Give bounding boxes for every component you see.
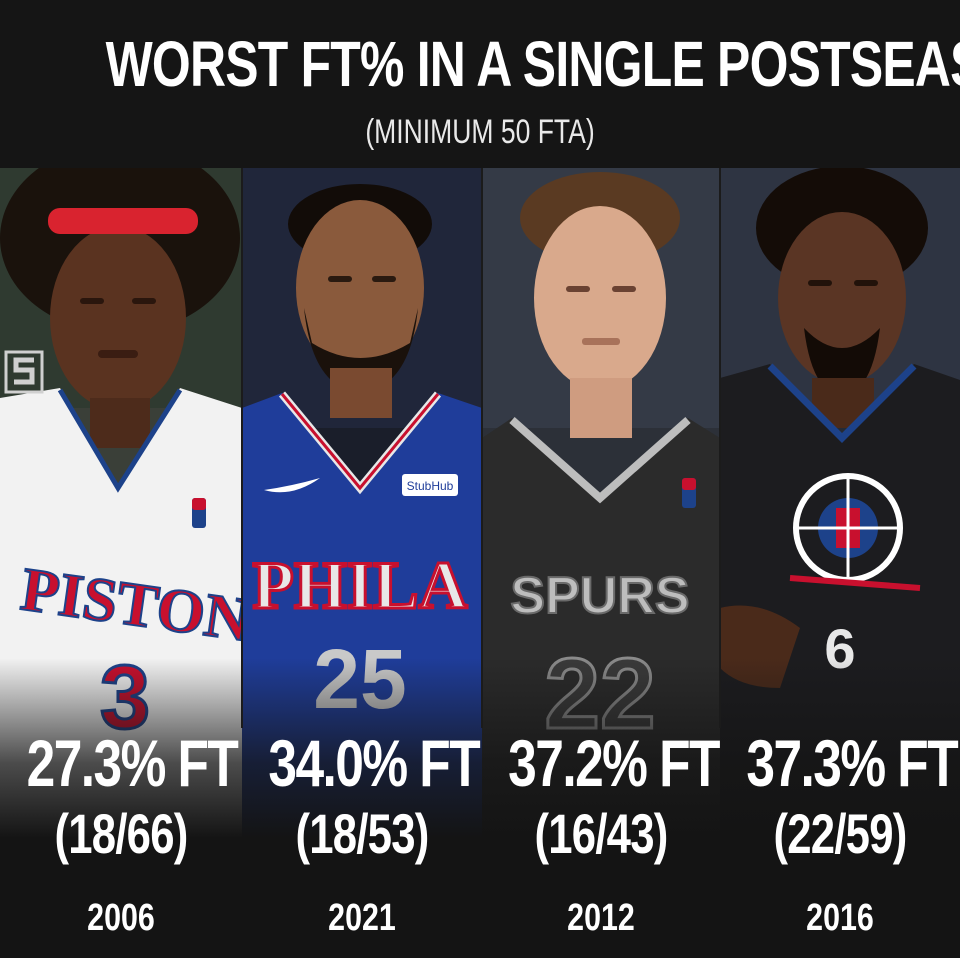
ft-percentage: 37.3% FT bbox=[746, 726, 958, 800]
panel-fade bbox=[482, 658, 720, 958]
panel-fade bbox=[0, 658, 242, 958]
player-panel-4: 6 37.3% FT (22/59) 2016 bbox=[720, 168, 960, 958]
ft-made-attempted: (22/59) bbox=[773, 802, 908, 865]
ft-made-attempted: (18/53) bbox=[295, 802, 430, 865]
svg-text:StubHub: StubHub bbox=[407, 479, 454, 493]
page-subtitle: (MINIMUM 50 FTA) bbox=[365, 113, 595, 151]
header: WORST FT% IN A SINGLE POSTSEASON (MINIMU… bbox=[0, 0, 960, 168]
season-year: 2006 bbox=[87, 897, 155, 939]
player-panel-3: SPURS 22 37.2% FT (16/43) 2012 bbox=[482, 168, 720, 958]
season-year: 2012 bbox=[567, 897, 635, 939]
ft-made-attempted: (16/43) bbox=[534, 802, 669, 865]
player-panel-2: StubHub PHILA 25 34.0% FT (18/53) 2021 bbox=[242, 168, 482, 958]
panel-fade bbox=[720, 658, 960, 958]
svg-text:SPURS: SPURS bbox=[510, 567, 689, 625]
ft-percentage: 27.3% FT bbox=[26, 726, 239, 800]
svg-text:PHILA: PHILA bbox=[252, 547, 467, 623]
panel-divider bbox=[481, 168, 483, 728]
ft-made-attempted: (18/66) bbox=[54, 802, 189, 865]
season-year: 2021 bbox=[328, 897, 396, 939]
panel-divider bbox=[719, 168, 721, 728]
season-year: 2016 bbox=[806, 897, 874, 939]
panel-divider bbox=[241, 168, 243, 728]
panel-fade bbox=[242, 658, 482, 958]
player-panel-1: PISTONS 3 27.3% FT (18/66) 2006 bbox=[0, 168, 242, 958]
ft-percentage: 37.2% FT bbox=[508, 726, 720, 800]
page-title: WORST FT% IN A SINGLE POSTSEASON bbox=[105, 28, 960, 100]
ft-percentage: 34.0% FT bbox=[268, 726, 480, 800]
brand-logo bbox=[4, 350, 44, 394]
player-panels: PISTONS 3 27.3% FT (18/66) 2006 bbox=[0, 168, 960, 958]
